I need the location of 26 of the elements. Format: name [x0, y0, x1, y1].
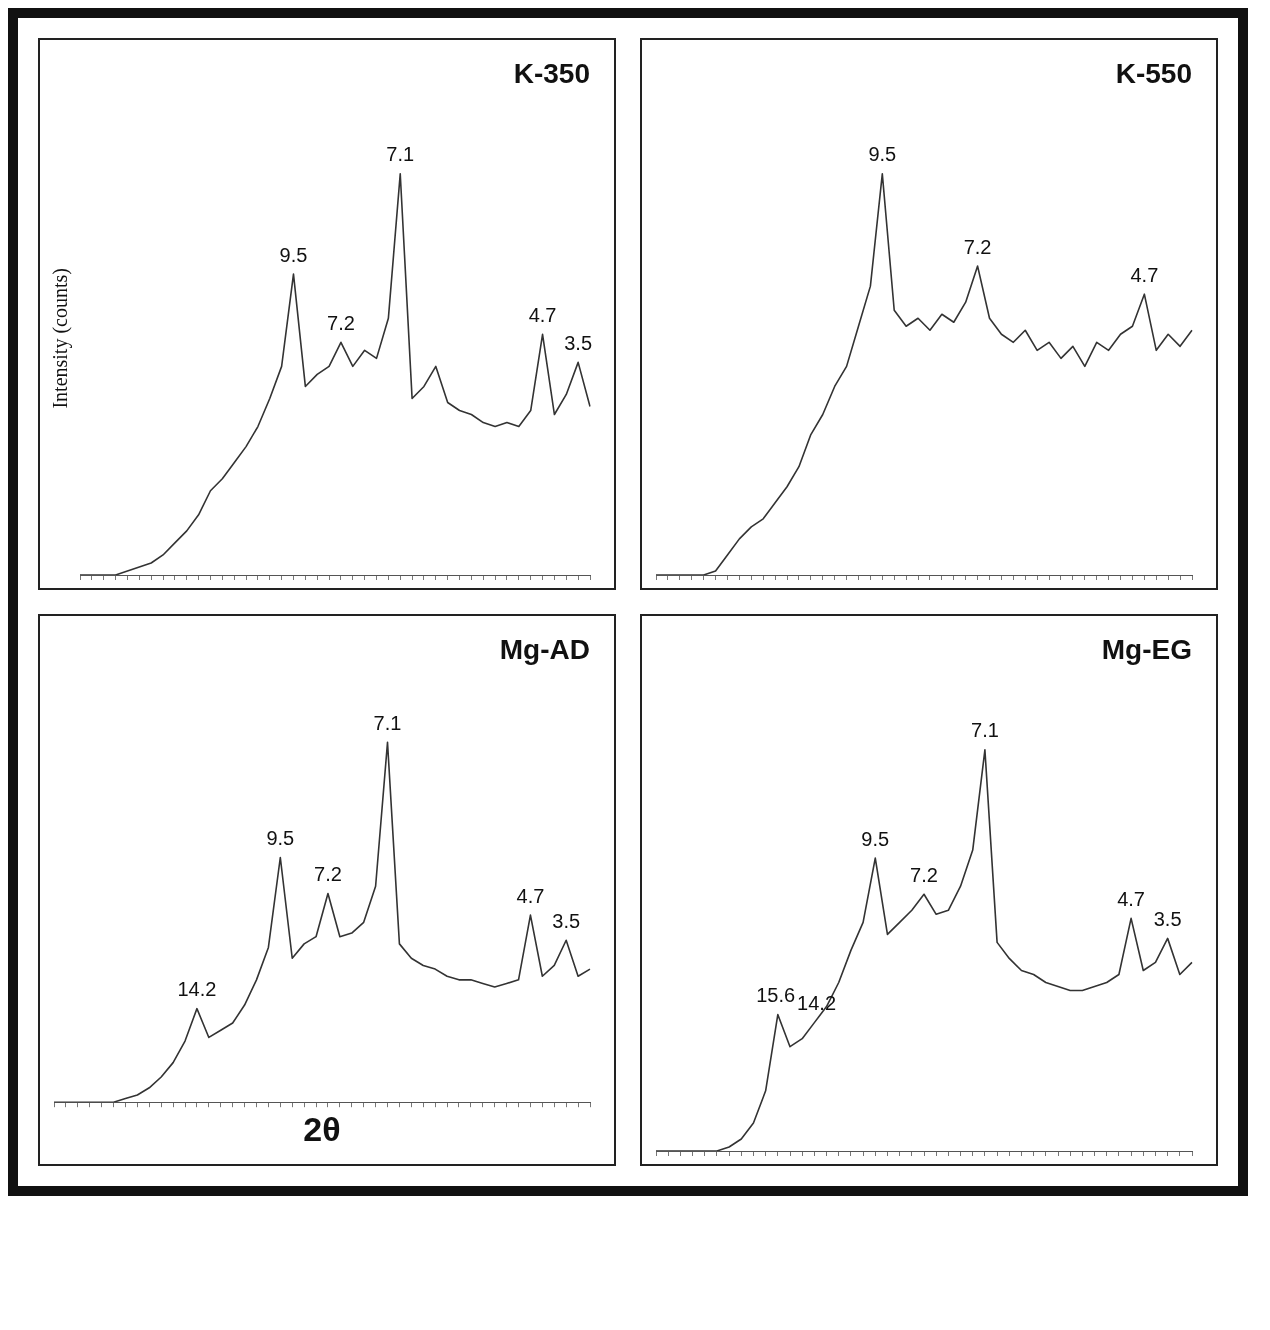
chart-title: Mg-AD [499, 633, 590, 665]
annotation: 7.2 [327, 311, 355, 334]
chart-title: K-350 [513, 57, 590, 89]
annotation: 9.5 [279, 243, 308, 266]
annotation: 9.5 [868, 143, 897, 166]
annotation: 9.5 [861, 827, 890, 850]
annotation: 9.5 [266, 827, 295, 850]
annotation: 3.5 [552, 909, 581, 932]
annotation: 4.7 [1117, 887, 1145, 910]
annotation: 7.2 [963, 235, 992, 258]
annotation: 3.5 [564, 331, 593, 354]
annotation: 4.7 [516, 884, 545, 907]
chart-title: Mg-EG [1101, 633, 1192, 665]
annotation: 7.1 [971, 719, 999, 742]
annotation: 4.7 [1130, 263, 1159, 286]
annotation: 7.1 [373, 711, 402, 734]
annotation: 4.7 [528, 303, 557, 326]
chart-title: K-550 [1115, 57, 1192, 89]
y-axis-title: Intensity (counts) [49, 268, 73, 409]
annotation: 7.1 [386, 143, 415, 166]
annotation: 15.6 [756, 984, 796, 1007]
x-axis-title: 2θ [303, 1109, 341, 1148]
annotation: 7.2 [314, 863, 342, 886]
annotation: 14.2 [177, 978, 217, 1001]
annotation: 3.5 [1153, 907, 1182, 930]
annotation: 7.2 [910, 863, 938, 886]
